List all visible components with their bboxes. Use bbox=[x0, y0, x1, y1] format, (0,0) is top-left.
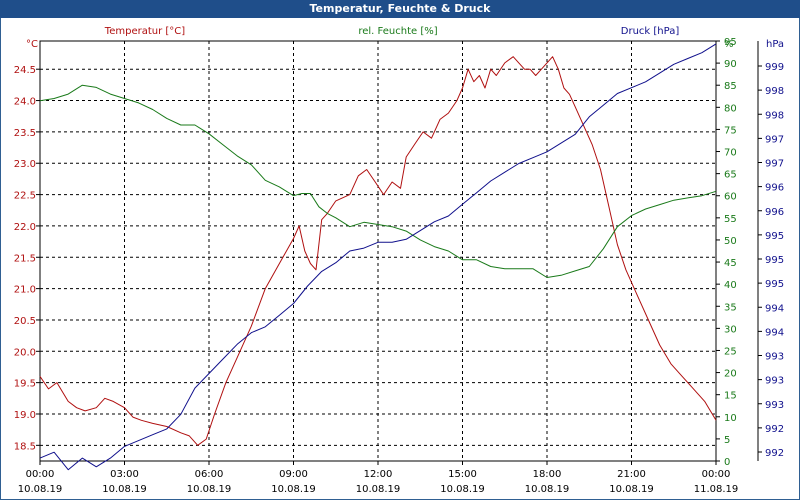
temperature-axis-title: Temperatur [°C] bbox=[104, 26, 185, 37]
humidity-tick-label: 15 bbox=[724, 391, 737, 402]
temperature-tick-label: 20.5 bbox=[14, 316, 36, 327]
humidity-tick-label: 80 bbox=[724, 103, 737, 114]
humidity-tick-label: 35 bbox=[724, 302, 737, 313]
temperature-tick-label: 22.5 bbox=[14, 191, 36, 202]
pressure-tick-label: 994 bbox=[765, 303, 784, 314]
humidity-tick-label: 85 bbox=[724, 81, 737, 92]
temperature-tick-label: 23.0 bbox=[14, 159, 36, 170]
temperature-tick-label: 24.0 bbox=[14, 97, 36, 108]
humidity-tick-label: 65 bbox=[724, 170, 737, 181]
pressure-tick-label: 998 bbox=[765, 86, 784, 97]
humidity-tick-label: 75 bbox=[724, 125, 737, 136]
humidity-tick-label: 45 bbox=[724, 258, 737, 269]
temperature-axis: 18.5 19.0 19.5 20.0 20.5 21.0 21.5 22.0 22.5 23.0… bbox=[14, 65, 40, 452]
time-tick-label: 03:00 bbox=[110, 469, 139, 480]
temperature-tick-label: 20.0 bbox=[14, 347, 36, 358]
pressure-tick-label: 994 bbox=[765, 327, 784, 338]
humidity-tick-label: 90 bbox=[724, 59, 737, 70]
humidity-tick-label: 50 bbox=[724, 236, 737, 247]
pressure-unit-label: hPa bbox=[766, 39, 784, 50]
humidity-tick-label: 60 bbox=[724, 192, 737, 203]
pressure-tick-label: 993 bbox=[765, 376, 784, 387]
temperature-tick-label: 19.0 bbox=[14, 410, 36, 421]
date-tick-label: 10.08.19 bbox=[187, 484, 232, 495]
temperature-tick-label: 23.5 bbox=[14, 128, 36, 139]
humidity-tick-label: 5 bbox=[724, 435, 730, 446]
humidity-axis-title: rel. Feuchte [%] bbox=[358, 26, 437, 37]
pressure-tick-label: 997 bbox=[765, 134, 784, 145]
series-line-pressure bbox=[39, 43, 717, 471]
series-line-temperature bbox=[39, 56, 717, 446]
time-tick-label: 09:00 bbox=[279, 469, 308, 480]
pressure-axis-title: Druck [hPa] bbox=[621, 26, 680, 37]
time-tick-label: 06:00 bbox=[195, 469, 224, 480]
axis-headers: °C Temperatur [°C] rel. Feuchte [%] Druc… bbox=[26, 26, 784, 50]
humidity-tick-label: 25 bbox=[724, 346, 737, 357]
humidity-tick-label: 0 bbox=[724, 457, 730, 468]
series-line-humidity bbox=[39, 84, 717, 278]
humidity-tick-label: 30 bbox=[724, 324, 737, 335]
humidity-unit-label: % bbox=[724, 39, 734, 50]
pressure-tick-label: 996 bbox=[765, 183, 784, 194]
chart-canvas: 18.5 19.0 19.5 20.0 20.5 21.0 21.5 22.0 22.5 23.0… bbox=[14, 26, 784, 495]
humidity-axis: 0 5 10 15 20 25 30 35 40 45 50 55 60 65 70 75 80 85 90 95 bbox=[716, 37, 737, 468]
series-layer bbox=[39, 43, 717, 471]
date-tick-label: 10.08.19 bbox=[609, 484, 654, 495]
date-tick-label: 10.08.19 bbox=[18, 484, 63, 495]
time-axis: 00:00 10.08.19 03:00 10.08.19 06:00 10.08.19 0… bbox=[18, 461, 739, 495]
pressure-tick-label: 996 bbox=[765, 207, 784, 218]
humidity-tick-label: 20 bbox=[724, 369, 737, 380]
window-title: Temperatur, Feuchte & Druck bbox=[0, 0, 800, 18]
grid bbox=[40, 41, 716, 461]
date-tick-label: 10.08.19 bbox=[102, 484, 147, 495]
date-tick-label: 10.08.19 bbox=[356, 484, 401, 495]
temperature-unit-label: °C bbox=[26, 39, 38, 50]
time-tick-label: 00:00 bbox=[26, 469, 55, 480]
pressure-tick-label: 999 bbox=[765, 62, 784, 73]
date-tick-label: 10.08.19 bbox=[440, 484, 485, 495]
pressure-tick-label: 998 bbox=[765, 110, 784, 121]
time-tick-label: 21:00 bbox=[617, 469, 646, 480]
humidity-tick-label: 10 bbox=[724, 413, 737, 424]
pressure-axis: 992 992 993 993 993 994 994 995 995 995 996 996 997 9… bbox=[757, 41, 784, 461]
pressure-tick-label: 992 bbox=[765, 448, 784, 459]
pressure-tick-label: 995 bbox=[765, 231, 784, 242]
time-tick-label: 12:00 bbox=[364, 469, 393, 480]
temperature-tick-label: 24.5 bbox=[14, 65, 36, 76]
temperature-tick-label: 21.5 bbox=[14, 253, 36, 264]
humidity-tick-label: 95 bbox=[724, 37, 737, 48]
time-tick-label: 00:00 bbox=[702, 469, 731, 480]
date-tick-label: 10.08.19 bbox=[525, 484, 570, 495]
pressure-tick-label: 993 bbox=[765, 352, 784, 363]
pressure-tick-label: 997 bbox=[765, 159, 784, 170]
date-tick-label: 10.08.19 bbox=[271, 484, 316, 495]
time-tick-label: 18:00 bbox=[533, 469, 562, 480]
temperature-tick-label: 22.0 bbox=[14, 222, 36, 233]
temperature-tick-label: 19.5 bbox=[14, 379, 36, 390]
temperature-tick-label: 18.5 bbox=[14, 441, 36, 452]
date-tick-label: 11.08.19 bbox=[694, 484, 739, 495]
pressure-tick-label: 995 bbox=[765, 279, 784, 290]
humidity-tick-label: 55 bbox=[724, 214, 737, 225]
pressure-tick-label: 993 bbox=[765, 400, 784, 411]
temperature-tick-label: 21.0 bbox=[14, 285, 36, 296]
humidity-tick-label: 70 bbox=[724, 148, 737, 159]
humidity-tick-label: 40 bbox=[724, 280, 737, 291]
pressure-tick-label: 995 bbox=[765, 255, 784, 266]
pressure-tick-label: 992 bbox=[765, 424, 784, 435]
time-tick-label: 15:00 bbox=[448, 469, 477, 480]
